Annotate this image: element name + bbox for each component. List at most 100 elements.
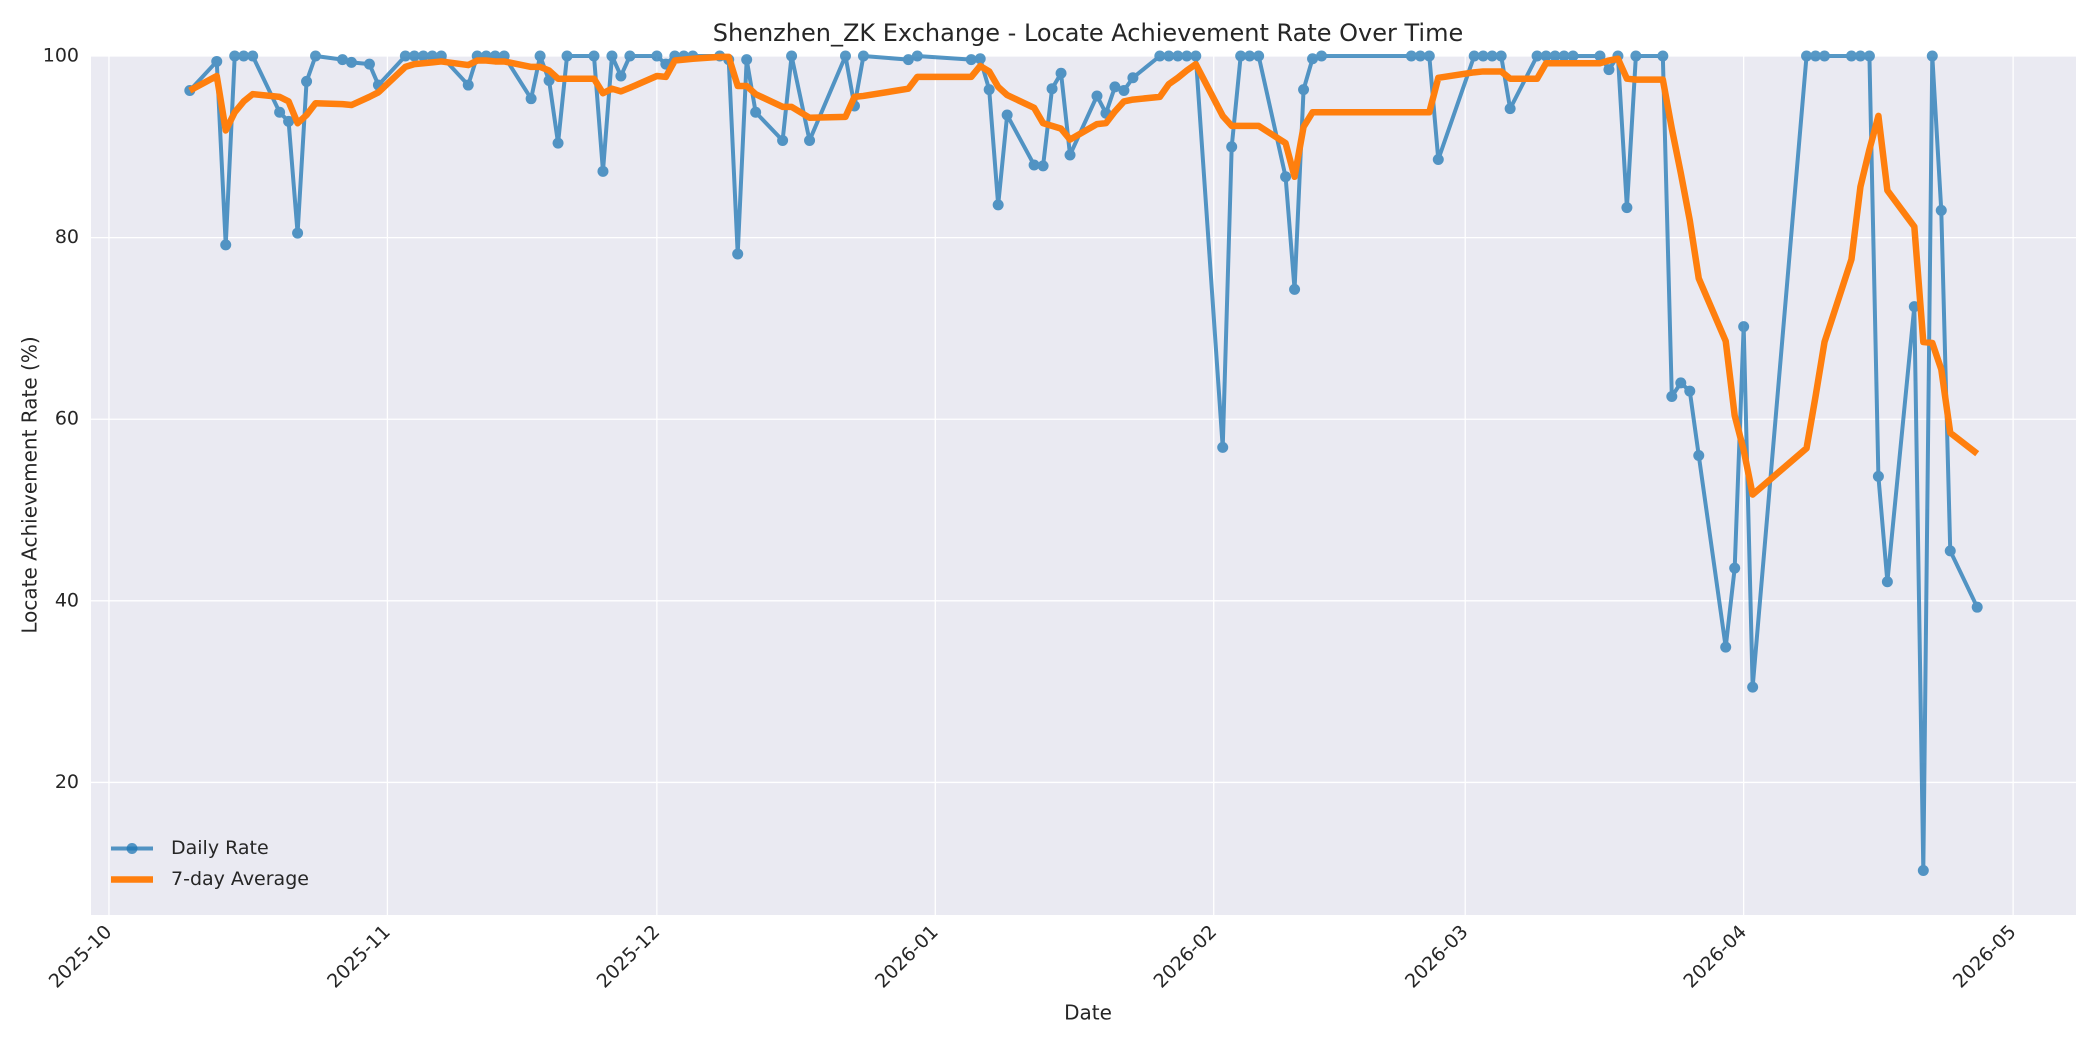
point [1917,865,1929,877]
plot-area [91,56,2076,915]
point [543,75,555,87]
point [911,50,923,62]
point [732,248,744,260]
point [220,239,232,251]
point [1594,50,1606,62]
point [1477,50,1489,62]
point [804,134,816,146]
point [1289,283,1301,295]
y-tick-label: 40 [55,589,79,611]
x-tick-label: 2025-12 [593,921,665,993]
point [857,50,869,62]
x-axis-label: Date [1064,1001,1112,1025]
point [1971,601,1983,613]
point [534,50,546,62]
point [1109,81,1121,93]
series [188,53,1980,498]
point [1504,103,1516,115]
point [974,53,986,65]
point [336,54,348,66]
point [1298,84,1310,96]
point [1486,50,1498,62]
point [1603,64,1615,76]
point [1118,85,1130,97]
point [1881,576,1893,588]
point [1127,72,1139,84]
point [1280,171,1292,183]
point [839,50,851,62]
legend-label: Daily Rate [171,837,269,859]
point [1468,50,1480,62]
point [588,50,600,62]
point [992,199,1004,211]
point [1244,50,1256,62]
point [965,54,977,66]
point [777,134,789,146]
legend-marker [126,843,138,854]
x-tick-label: 2026-03 [1401,921,1473,993]
point [274,106,286,118]
point [1531,50,1543,62]
point [283,115,295,127]
point [1558,50,1570,62]
point [238,50,250,62]
point [1423,50,1435,62]
point [1684,385,1696,397]
point [211,55,223,67]
point [1307,53,1319,65]
point [301,75,313,87]
point [1657,50,1669,62]
point [1810,50,1822,62]
point [1738,321,1750,333]
x-tick-label: 2026-02 [1149,921,1221,993]
point [1854,50,1866,62]
legend: Daily Rate 7-day Average [111,837,309,890]
point [1172,50,1184,62]
point [1405,50,1417,62]
point [292,227,304,239]
point [1747,681,1759,693]
point [363,58,375,70]
point [1630,50,1642,62]
point [561,50,573,62]
point [1432,154,1444,166]
point [1729,562,1741,574]
point [1666,391,1678,403]
point [1819,50,1831,62]
point [247,50,259,62]
point [417,50,429,62]
point [1217,441,1229,453]
y-tick-label: 20 [55,771,79,793]
point [1720,641,1732,653]
point [750,106,762,118]
point [1944,545,1956,557]
y-tick-label: 60 [55,408,79,430]
point [1675,377,1687,389]
series-line [188,53,1980,498]
y-tick-label: 100 [43,45,79,67]
chart-title: Shenzhen_ZK Exchange - Locate Achievemen… [713,19,1464,47]
point [525,93,537,105]
point [983,84,995,96]
point [1567,50,1579,62]
point [1235,50,1247,62]
point [345,56,357,68]
point [552,137,564,149]
point [1046,83,1058,95]
point [1540,50,1552,62]
point [651,50,663,62]
point [408,50,420,62]
point [1926,50,1938,62]
point [1091,90,1103,102]
x-tick-label: 2026-01 [871,921,943,993]
point [1190,50,1202,62]
point [1028,159,1040,171]
point [399,50,411,62]
point [615,70,627,82]
point [426,50,438,62]
point [462,79,474,91]
y-axis-label: Locate Achievement Rate (%) [18,336,42,633]
point [310,50,322,62]
point [1908,301,1920,313]
